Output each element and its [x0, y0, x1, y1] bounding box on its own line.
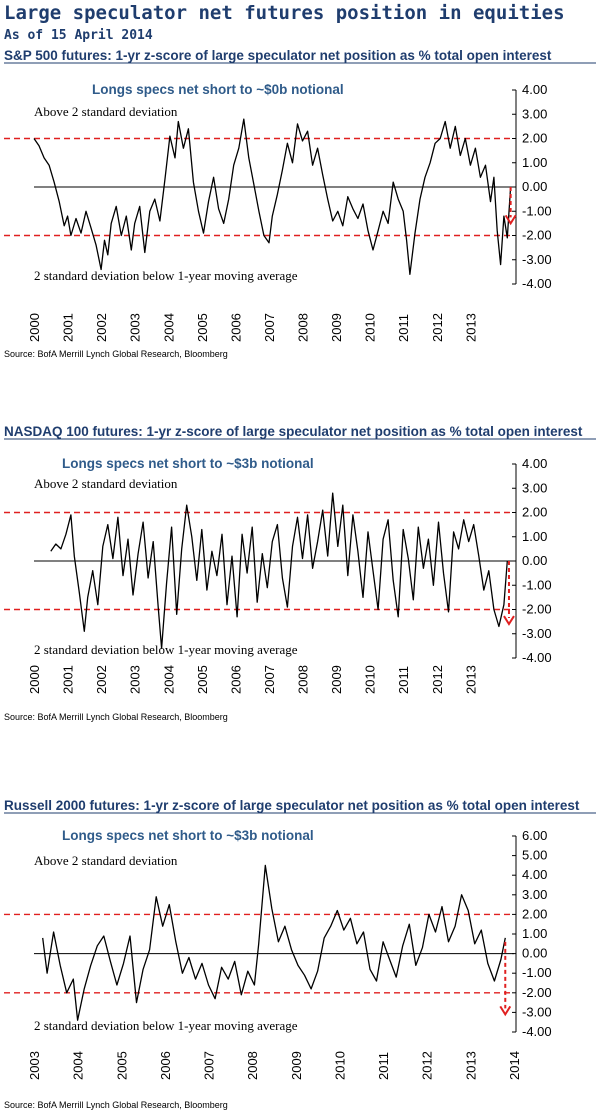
x-tick-label: 2004 [161, 665, 176, 694]
sp500-chart: S&P 500 futures: 1-yr z-score of large s… [4, 48, 596, 359]
x-tick-label: 2013 [463, 313, 478, 342]
x-tick-label: 2008 [296, 665, 311, 694]
y-tick-label: 3.00 [522, 480, 547, 495]
x-tick-label: 2006 [228, 313, 243, 342]
y-tick-label: 0.00 [522, 946, 547, 961]
x-tick-label: 2005 [114, 1051, 129, 1080]
x-tick-label: 2013 [463, 1051, 478, 1080]
y-tick-label: -1.00 [522, 203, 552, 218]
x-tick-label: 2003 [128, 313, 143, 342]
y-tick-label: -2.00 [522, 602, 552, 617]
x-tick-label: 2002 [94, 665, 109, 694]
y-tick-label: 4.00 [522, 456, 547, 471]
x-tick-label: 2009 [289, 1051, 304, 1080]
series-line [42, 864, 506, 1021]
x-tick-label: 2003 [27, 1051, 42, 1080]
x-tick-label: 2010 [363, 313, 378, 342]
x-tick-label: 2009 [329, 665, 344, 694]
trend-arrow-head [499, 1005, 512, 1017]
y-tick-label: -4.00 [522, 276, 552, 291]
panel-title: S&P 500 futures: 1-yr z-score of large s… [4, 48, 552, 63]
y-tick-label: 6.00 [522, 828, 547, 843]
x-tick-label: 2002 [94, 313, 109, 342]
y-tick-label: 0.00 [522, 179, 547, 194]
x-tick-label: 2013 [463, 665, 478, 694]
y-tick-label: -3.00 [522, 1004, 552, 1019]
callout-label: Longs specs net short to ~$0b notional [92, 82, 344, 97]
y-tick-label: 2.00 [522, 906, 547, 921]
y-tick-label: -2.00 [522, 228, 552, 243]
panel-title: Russell 2000 futures: 1-yr z-score of la… [4, 798, 580, 813]
source-note: Source: BofA Merrill Lynch Global Resear… [4, 1100, 228, 1110]
source-note: Source: BofA Merrill Lynch Global Resear… [4, 712, 228, 722]
series-line [50, 492, 508, 649]
y-tick-label: -3.00 [522, 626, 552, 641]
x-tick-label: 2007 [262, 313, 277, 342]
x-tick-label: 2009 [329, 313, 344, 342]
y-tick-label: -1.00 [522, 577, 552, 592]
y-tick-label: 4.00 [522, 82, 547, 97]
sub-title: As of 15 April 2014 [4, 28, 153, 43]
x-tick-label: 2012 [430, 665, 445, 694]
annotation-bottom: 2 standard deviation below 1-year moving… [34, 642, 298, 657]
annotation-top: Above 2 standard deviation [34, 104, 178, 119]
trend-arrow-head [503, 615, 515, 626]
x-tick-label: 2012 [420, 1051, 435, 1080]
y-tick-label: 1.00 [522, 155, 547, 170]
x-tick-label: 2010 [332, 1051, 347, 1080]
y-tick-label: 1.00 [522, 529, 547, 544]
y-tick-label: -4.00 [522, 1024, 552, 1039]
x-tick-label: 2006 [228, 665, 243, 694]
x-tick-label: 2007 [262, 665, 277, 694]
x-tick-label: 2004 [71, 1051, 86, 1080]
trend-arrow-head [504, 214, 517, 226]
annotation-bottom: 2 standard deviation below 1-year moving… [34, 1018, 298, 1033]
series-line [33, 118, 512, 275]
x-tick-label: 2001 [61, 665, 76, 694]
x-tick-label: 2005 [195, 313, 210, 342]
annotation-top: Above 2 standard deviation [34, 853, 178, 868]
source-note: Source: BofA Merrill Lynch Global Resear… [4, 349, 228, 359]
russell2000-chart: Russell 2000 futures: 1-yr z-score of la… [4, 798, 596, 1110]
x-tick-label: 2004 [161, 313, 176, 342]
x-tick-label: 2010 [363, 665, 378, 694]
x-tick-label: 2006 [158, 1051, 173, 1080]
y-tick-label: -3.00 [522, 252, 552, 267]
y-tick-label: 2.00 [522, 131, 547, 146]
y-tick-label: 0.00 [522, 553, 547, 568]
callout-label: Longs specs net short to ~$3b notional [62, 828, 314, 843]
nasdaq100-chart: NASDAQ 100 futures: 1-yr z-score of larg… [4, 424, 596, 722]
x-tick-label: 2001 [61, 313, 76, 342]
panel-title: NASDAQ 100 futures: 1-yr z-score of larg… [4, 424, 583, 439]
x-tick-label: 2000 [27, 665, 42, 694]
x-tick-label: 2012 [430, 313, 445, 342]
y-tick-label: 4.00 [522, 867, 547, 882]
x-tick-label: 2011 [396, 666, 411, 694]
x-tick-label: 2011 [396, 314, 411, 342]
x-tick-label: 2003 [128, 665, 143, 694]
y-tick-label: -2.00 [522, 985, 552, 1000]
x-tick-label: 2000 [27, 313, 42, 342]
y-tick-label: -4.00 [522, 650, 552, 665]
y-tick-label: 3.00 [522, 106, 547, 121]
annotation-bottom: 2 standard deviation below 1-year moving… [34, 268, 298, 283]
y-tick-label: -1.00 [522, 965, 552, 980]
main-title: Large speculator net futures position in… [4, 2, 565, 24]
callout-label: Longs specs net short to ~$3b notional [62, 456, 314, 471]
annotation-top: Above 2 standard deviation [34, 476, 178, 491]
y-tick-label: 5.00 [522, 848, 547, 863]
y-tick-label: 3.00 [522, 887, 547, 902]
x-tick-label: 2008 [245, 1051, 260, 1080]
x-tick-label: 2005 [195, 665, 210, 694]
y-tick-label: 1.00 [522, 926, 547, 941]
x-tick-label: 2007 [202, 1051, 217, 1080]
y-tick-label: 2.00 [522, 505, 547, 520]
x-tick-label: 2014 [507, 1051, 522, 1080]
x-tick-label: 2008 [296, 313, 311, 342]
x-tick-label: 2011 [376, 1052, 391, 1080]
